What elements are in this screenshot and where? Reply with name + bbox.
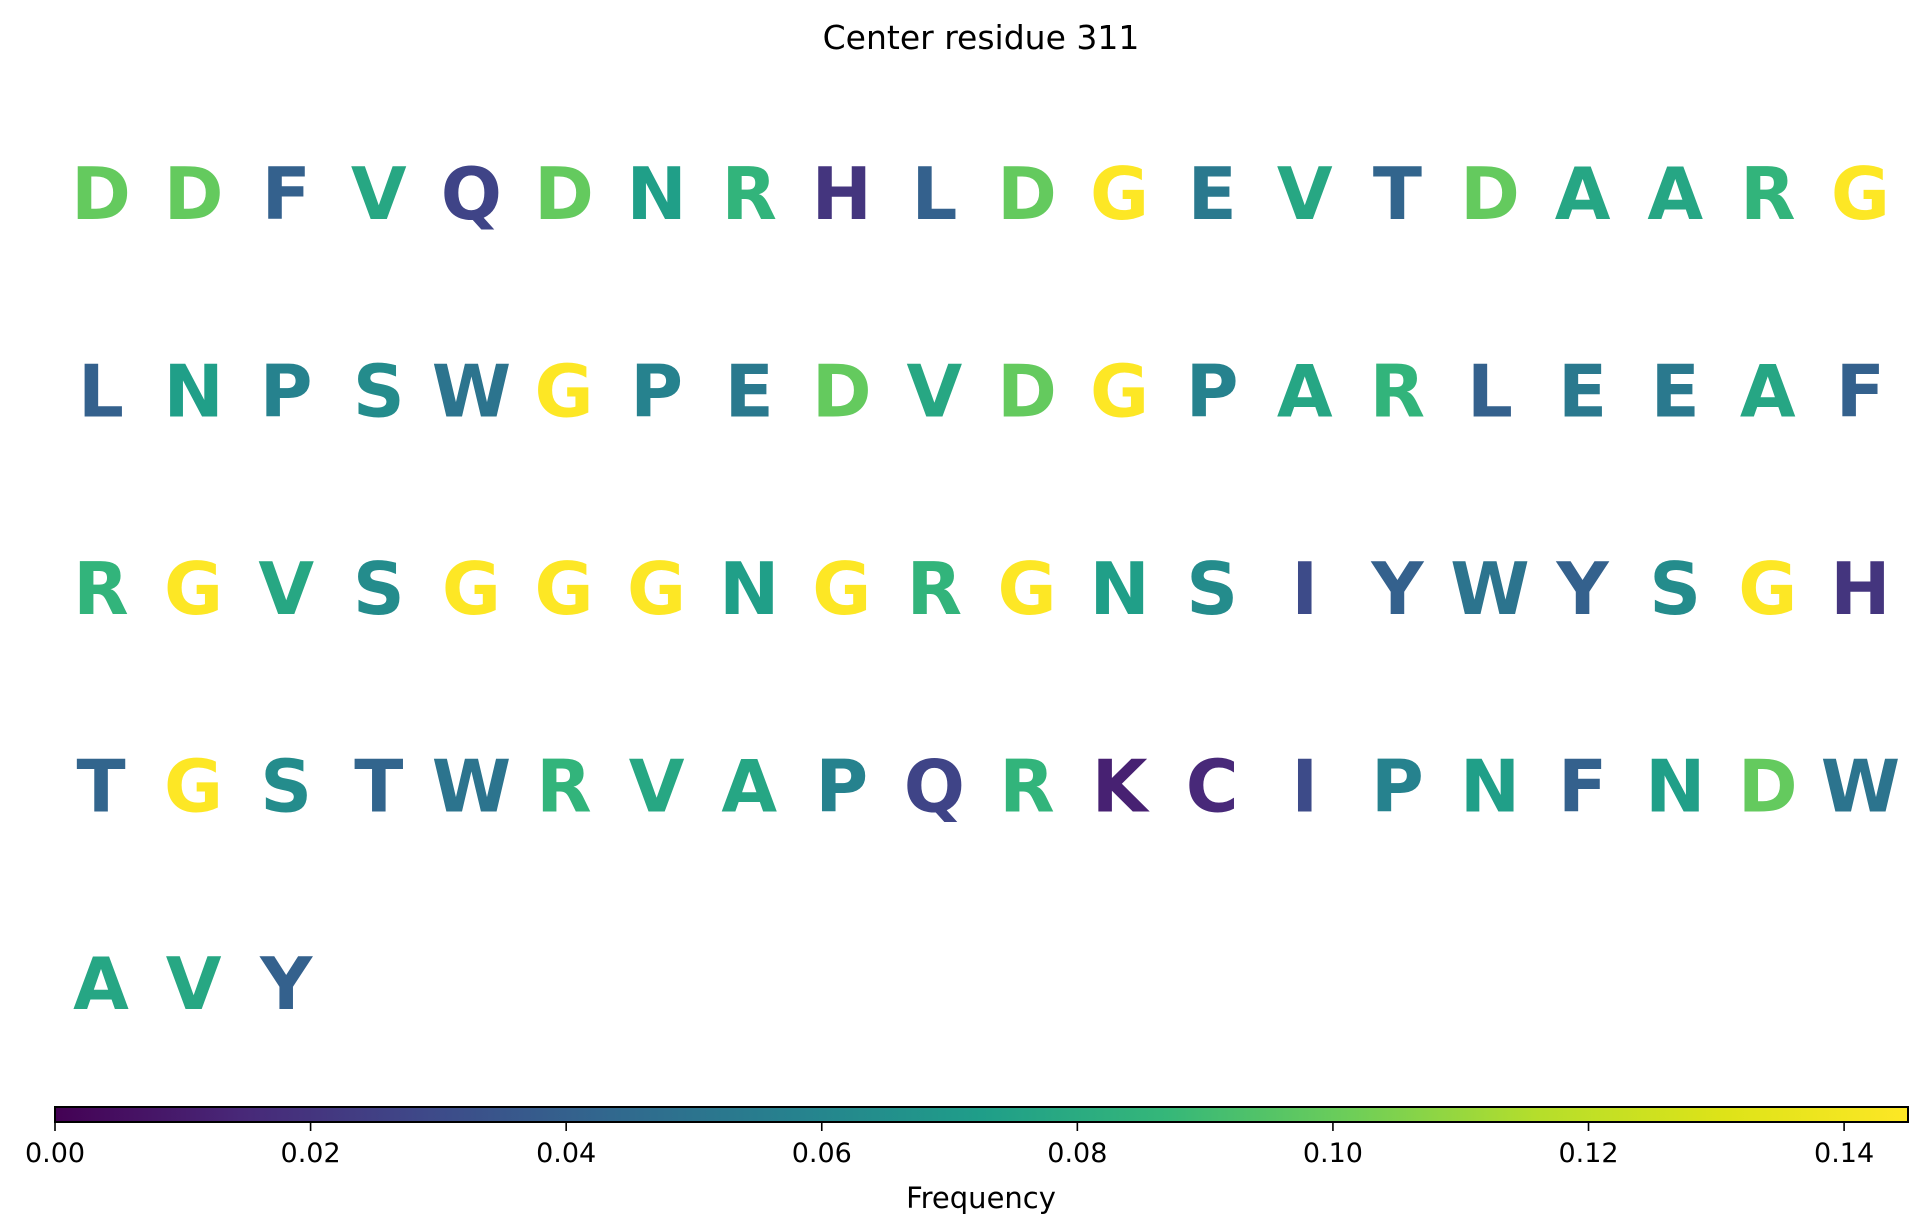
residue-letter: V xyxy=(1277,152,1333,236)
residue-letter: A xyxy=(1647,152,1703,236)
residue-letter: T xyxy=(354,745,403,829)
residue-letter: L xyxy=(78,350,124,434)
residue-letter: P xyxy=(260,350,313,434)
residue-letter: D xyxy=(997,152,1057,236)
residue-letter: E xyxy=(1651,350,1700,434)
residue-letter: N xyxy=(1645,745,1705,829)
residue-letter: N xyxy=(163,350,223,434)
residue-letter: A xyxy=(1740,350,1796,434)
residue-letter: D xyxy=(1738,745,1798,829)
residue-letter: D xyxy=(534,152,594,236)
residue-letter: R xyxy=(1370,350,1425,434)
residue-letter: S xyxy=(353,547,405,631)
residue-letter: P xyxy=(1186,350,1239,434)
residue-letter: R xyxy=(999,745,1054,829)
colorbar-tick-label: 0.10 xyxy=(1303,1138,1363,1169)
residue-letter: D xyxy=(164,152,224,236)
residue-letter: V xyxy=(629,745,685,829)
colorbar-tick-label: 0.04 xyxy=(536,1138,596,1169)
chart-title: Center residue 311 xyxy=(823,18,1140,57)
residue-letter: E xyxy=(1558,350,1607,434)
residue-letter: G xyxy=(1831,152,1890,236)
residue-letter: A xyxy=(73,942,129,1026)
residue-letter: P xyxy=(630,350,683,434)
residue-letter: V xyxy=(258,547,314,631)
residue-letter: G xyxy=(1090,152,1149,236)
colorbar-tick-label: 0.08 xyxy=(1047,1138,1107,1169)
residue-letter: S xyxy=(1649,547,1701,631)
residue-letter: D xyxy=(997,350,1057,434)
colorbar-tick-label: 0.14 xyxy=(1814,1138,1874,1169)
residue-letter: F xyxy=(1558,745,1607,829)
residue-letter: G xyxy=(997,547,1056,631)
colorbar-label: Frequency xyxy=(906,1181,1056,1215)
colorbar-tick-label: 0.02 xyxy=(281,1138,341,1169)
residue-letter: D xyxy=(71,152,131,236)
residue-letter: V xyxy=(166,942,222,1026)
residue-letter: F xyxy=(262,152,311,236)
residue-letter: G xyxy=(164,745,223,829)
residue-letter: G xyxy=(1738,547,1797,631)
residue-letter: G xyxy=(812,547,871,631)
residue-letter: V xyxy=(351,152,407,236)
residue-letter: R xyxy=(721,152,776,236)
residue-letter: F xyxy=(1836,350,1885,434)
colorbar-tick-label: 0.12 xyxy=(1558,1138,1618,1169)
residue-letter: K xyxy=(1092,745,1150,829)
residue-letter: R xyxy=(1740,152,1795,236)
residue-letter: G xyxy=(1090,350,1149,434)
residue-letter: W xyxy=(432,350,511,434)
residue-letter: W xyxy=(432,745,511,829)
residue-letter: A xyxy=(1277,350,1333,434)
residue-letter: L xyxy=(1467,350,1513,434)
residue-letter: T xyxy=(76,745,125,829)
residue-letter: T xyxy=(1373,152,1422,236)
residue-letter: E xyxy=(725,350,774,434)
residue-letter: A xyxy=(721,745,777,829)
residue-letter: G xyxy=(534,350,593,434)
residue-letter: W xyxy=(1821,745,1900,829)
colorbar: 0.00 0.02 0.04 0.06 0.08 0.10 0.12 0.14 Frequen… xyxy=(25,1106,1909,1215)
residue-letter: S xyxy=(353,350,405,434)
residue-letter: G xyxy=(164,547,223,631)
residue-letter: A xyxy=(1555,152,1611,236)
residue-letter: N xyxy=(719,547,779,631)
residue-letter: N xyxy=(626,152,686,236)
residue-letter: S xyxy=(260,745,312,829)
residue-letter: N xyxy=(1460,745,1520,829)
residue-letter: I xyxy=(1291,745,1318,829)
residue-letter: R xyxy=(907,547,962,631)
residue-letter: L xyxy=(911,152,957,236)
residue-letter: D xyxy=(812,350,872,434)
residue-letter: P xyxy=(815,745,868,829)
residue-letter: I xyxy=(1291,547,1318,631)
residue-letter: Y xyxy=(1556,547,1610,631)
residue-letter: G xyxy=(534,547,593,631)
residue-letter: G xyxy=(442,547,501,631)
colorbar-gradient xyxy=(54,1106,1909,1123)
residue-letter: G xyxy=(627,547,686,631)
residue-letter: P xyxy=(1371,745,1424,829)
residue-letter: H xyxy=(1830,547,1890,631)
residue-letter: W xyxy=(1450,547,1529,631)
residue-letter: R xyxy=(73,547,128,631)
residue-letter: Q xyxy=(441,152,502,236)
residue-letter: S xyxy=(1186,547,1238,631)
colorbar-tick-label: 0.00 xyxy=(25,1138,85,1169)
residue-letter: H xyxy=(812,152,872,236)
residue-letter: Q xyxy=(904,745,965,829)
residue-letter: Y xyxy=(1370,547,1424,631)
residue-letter: Y xyxy=(259,942,313,1026)
residue-letter: D xyxy=(1460,152,1520,236)
residue-letter: E xyxy=(1188,152,1237,236)
colorbar-tick-label: 0.06 xyxy=(792,1138,852,1169)
residue-letter: N xyxy=(1089,547,1149,631)
letter-grid: D D F V Q D N R H L D G E V T D A A R GL N P S W G P E D V D G P A R L E E A F… xyxy=(71,152,1900,1026)
residue-letter: V xyxy=(907,350,963,434)
residue-letter: C xyxy=(1186,745,1239,829)
residue-letter: R xyxy=(536,745,591,829)
colorbar-ticks: 0.00 0.02 0.04 0.06 0.08 0.10 0.12 0.14 xyxy=(25,1122,1874,1169)
